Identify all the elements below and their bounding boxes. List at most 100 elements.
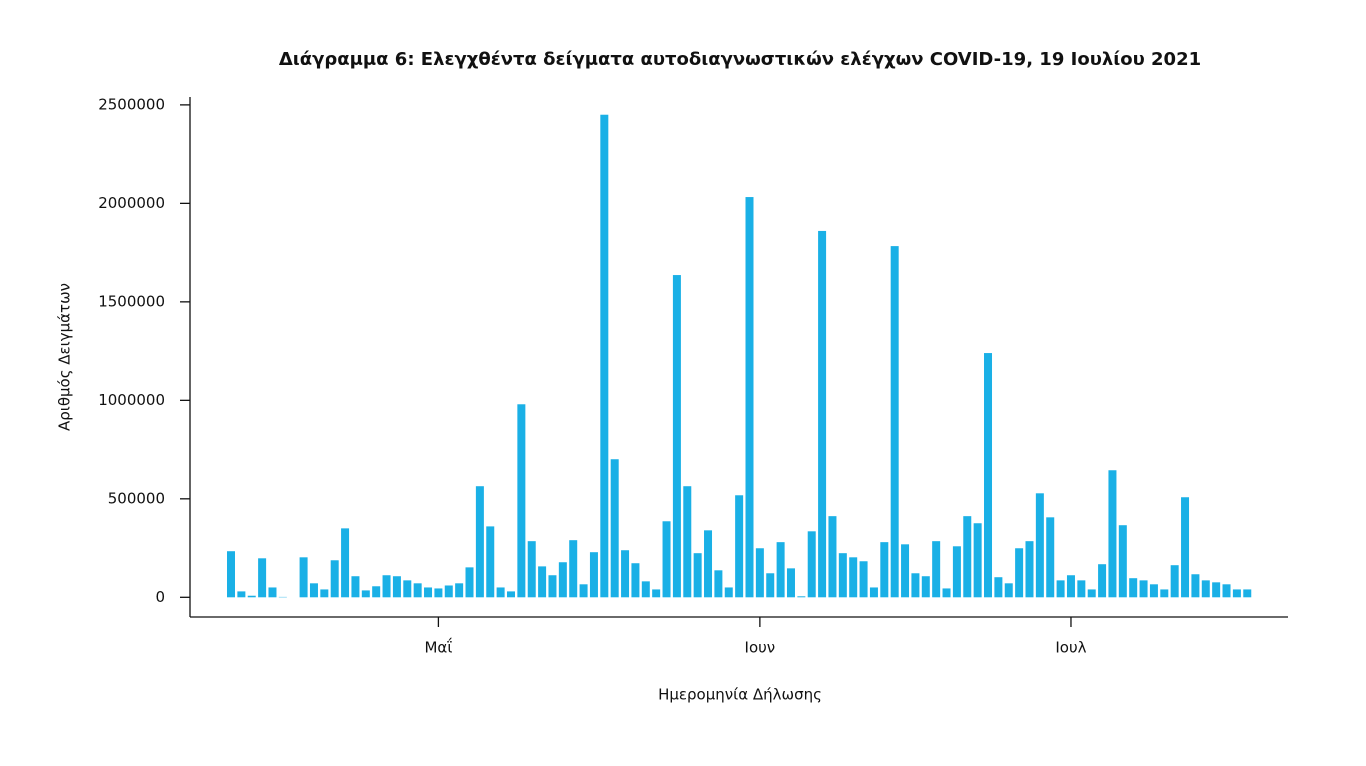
y-tick-label: 500000 [108,489,165,507]
bar [382,575,391,598]
bar [1098,564,1107,598]
x-tick-label: Ιουλ [1055,639,1086,657]
bar [1149,584,1158,598]
bar [237,591,246,598]
bar [1170,565,1179,598]
bar [869,587,878,598]
bar [714,570,723,598]
y-tick-label: 0 [155,588,165,606]
bar [755,548,764,598]
bar [849,557,858,598]
bar [1056,580,1065,598]
bar [1004,583,1013,598]
bar [890,246,899,598]
bar [994,577,1003,598]
bar [766,573,775,598]
bar [247,595,256,598]
bar [351,576,360,598]
bar [361,590,370,598]
bar [434,588,443,598]
bar [745,197,754,598]
bar [1201,580,1210,598]
bar [403,580,412,598]
bar [901,544,910,598]
bar [984,353,993,598]
bar [392,576,401,598]
y-tick-label: 2000000 [98,194,165,212]
bar [693,553,702,598]
bar [1139,580,1148,598]
bar [548,575,557,598]
bar [932,541,941,598]
bar [320,589,329,598]
bar [963,516,972,598]
bar [227,551,235,598]
bar [475,486,484,598]
bar [589,552,598,598]
bar [1087,589,1096,598]
bar [1181,497,1190,598]
x-tick-label: Μαΐ [424,637,452,657]
bar [1129,578,1138,598]
y-tick-label: 1500000 [98,292,165,310]
bar [880,542,889,598]
bar [973,523,982,598]
bar [1212,582,1221,598]
bar [724,587,733,598]
bar [341,528,350,598]
bar [569,540,578,598]
bar [506,591,515,598]
bar [818,230,827,598]
bar [776,542,785,598]
bar [517,404,526,598]
bar [1046,517,1055,598]
bar [455,583,464,598]
bar [1232,589,1241,598]
bar [258,558,267,598]
bar [704,530,713,598]
bar [579,584,588,598]
bar [652,589,661,598]
bar [558,562,567,598]
bar [838,553,847,598]
bar [735,495,744,598]
bar [942,588,951,598]
x-axis-label: Ημερομηνία Δήλωσης [658,686,822,704]
bar [268,587,277,598]
bar [299,557,308,598]
bar [859,561,868,598]
bar [1160,589,1169,598]
bar [1035,493,1044,598]
bar [828,516,837,598]
bar [797,596,806,598]
bar [444,585,453,598]
bar [610,459,619,598]
y-tick-label: 2500000 [98,95,165,113]
y-tick-label: 1000000 [98,391,165,409]
x-tick-label: Ιουν [745,639,776,657]
bar [683,486,692,598]
bar [486,526,495,598]
bar [631,563,640,598]
bar [1066,575,1075,598]
bar [527,541,536,598]
bar [911,573,920,598]
chart-title: Διάγραμμα 6: Ελεγχθέντα δείγματα αυτοδια… [279,49,1201,70]
bar [413,583,422,598]
bar [1222,584,1231,598]
bar [672,275,681,598]
bar [1077,580,1086,598]
bar [496,587,505,598]
y-axis-label: Αριθμός Δειγμάτων [56,283,74,431]
bar [424,587,433,598]
bar [309,583,318,598]
bar [465,567,474,598]
bar [538,566,547,598]
bar [1025,541,1034,598]
bar [621,550,630,598]
bar [330,560,339,598]
bar [372,586,381,598]
bar [641,581,650,598]
bar [921,576,930,598]
